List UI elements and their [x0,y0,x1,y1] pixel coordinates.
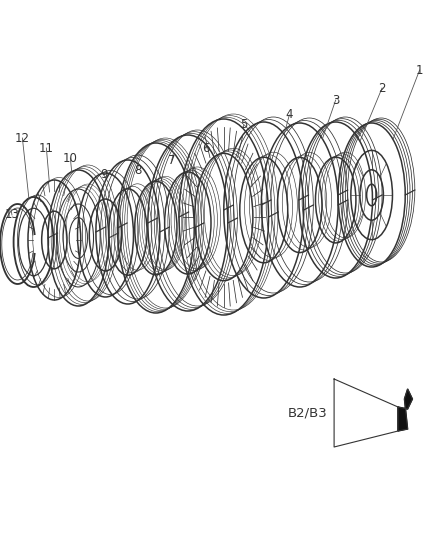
Text: 13: 13 [4,208,19,222]
Text: 7: 7 [168,154,176,166]
Text: 6: 6 [202,141,210,155]
Text: 8: 8 [134,164,141,176]
Polygon shape [398,389,413,431]
Text: 10: 10 [63,151,78,165]
Text: 12: 12 [15,132,30,144]
Text: B2/B3: B2/B3 [288,407,328,419]
Text: 11: 11 [39,141,54,155]
Text: 1: 1 [416,63,424,77]
Text: 4: 4 [286,109,293,122]
Text: 5: 5 [240,118,247,132]
Text: 2: 2 [378,82,386,94]
Text: 9: 9 [100,168,108,182]
Text: 3: 3 [332,93,339,107]
